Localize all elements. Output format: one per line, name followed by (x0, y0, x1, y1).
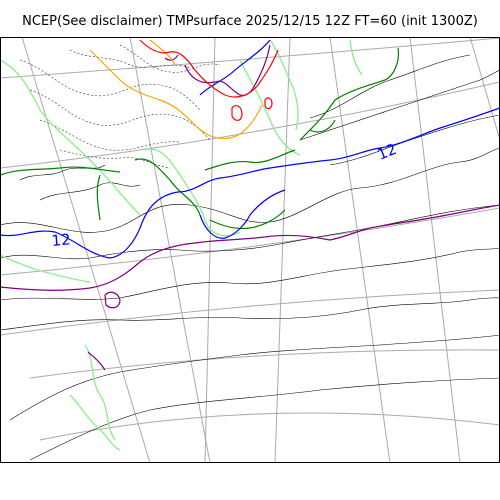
red-contours (139, 39, 279, 121)
purple-contours (0, 44, 500, 371)
orange-contours (89, 39, 263, 140)
graticule (0, 37, 500, 463)
map-title: NCEP(See disclaimer) TMPsurface 2025/12/… (22, 14, 478, 29)
green-contours (0, 47, 400, 230)
blue-contours (0, 39, 500, 259)
contour-label-12-west: 12 (51, 230, 72, 250)
thin-contours (0, 54, 500, 461)
dotted-contours (19, 44, 221, 169)
contour-label-12-east: 12 (375, 140, 399, 164)
light-green-contours (0, 39, 363, 451)
map-frame (0, 37, 500, 463)
temperature-map: 12 12 (0, 37, 500, 463)
